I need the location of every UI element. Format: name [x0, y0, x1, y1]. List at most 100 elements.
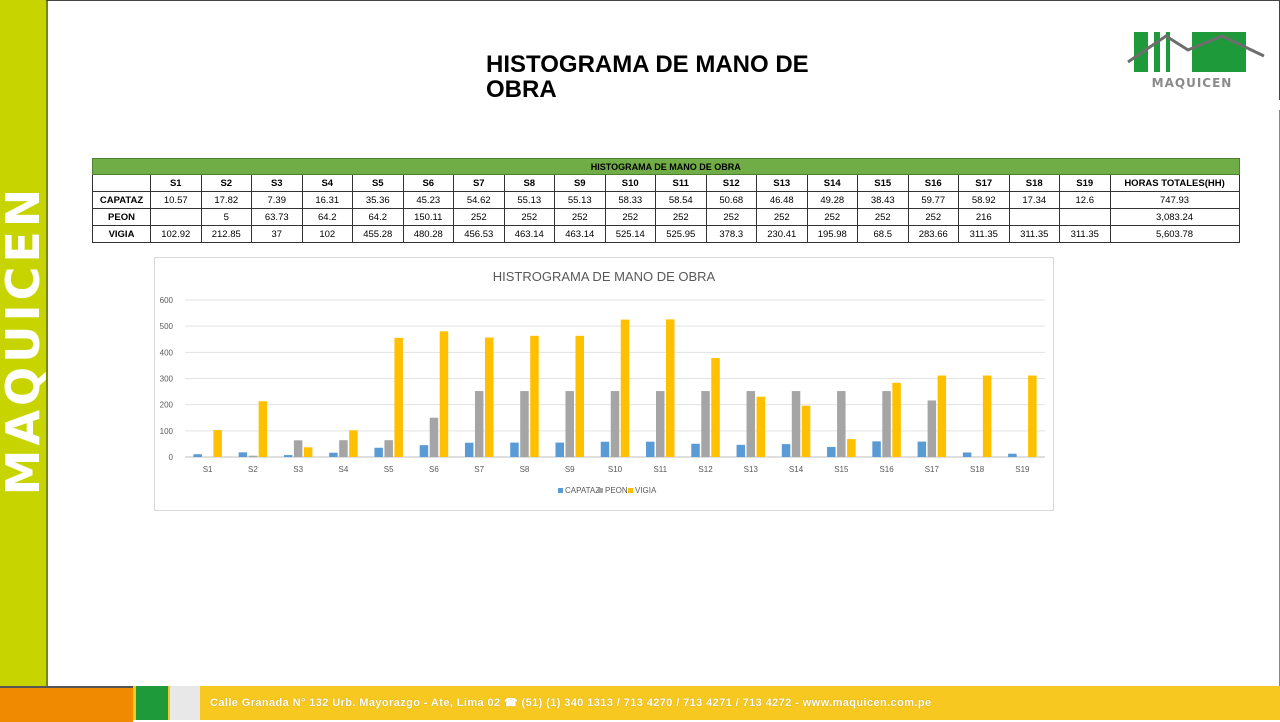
- table-cell: 252: [705, 208, 757, 226]
- y-tick-label: 500: [160, 322, 174, 331]
- table-cell: 10.57: [150, 191, 202, 209]
- labor-table: HISTOGRAMA DE MANO DE OBRA S1 S2 S3 S4 S5 S6 S7…: [92, 158, 1240, 243]
- table-cell: 252: [655, 208, 707, 226]
- table-cell: 58.33: [604, 191, 656, 209]
- bar-vigia-s14: [801, 405, 811, 457]
- y-tick-label: 300: [160, 375, 174, 384]
- table-cell: 49.28: [806, 191, 858, 209]
- x-tick-label: S1: [203, 465, 213, 474]
- table-cell: 12.6: [1059, 191, 1111, 209]
- table-row: PEON 5 63.73 64.2 64.2 150.11 252 252 252 252 252 2…: [92, 208, 1240, 226]
- chart-x-labels: S1 S2 S3 S4 S5 S6 S7 S8 S9 S10 S11 S12 S13 S14 S15 S16 S…: [203, 465, 1030, 474]
- labor-chart: HISTROGRAMA DE MANO DE OBRA 0 100 200 300 40…: [154, 257, 1054, 511]
- bar-capataz-s7: [464, 442, 474, 457]
- table-cell: 456.53: [453, 225, 505, 243]
- x-tick-label: S2: [248, 465, 258, 474]
- table-cell: 59.77: [907, 191, 959, 209]
- table-header-cell: HORAS TOTALES(HH): [1109, 174, 1240, 192]
- bar-capataz-s16: [872, 441, 881, 457]
- bar-vigia-s17: [937, 375, 947, 457]
- bar-capataz-s14: [781, 444, 791, 457]
- footer-gray-block: [170, 686, 200, 720]
- table-cell: 63.73: [251, 208, 303, 226]
- footer-green-block: [136, 686, 168, 720]
- footer-address: Calle Granada N° 132 Urb. Mayorazgo - At…: [210, 697, 932, 709]
- table-cell: 252: [806, 208, 858, 226]
- table-row: VIGIA 102.92 212.85 37 102 455.28 480.28 456.53…: [92, 225, 1240, 243]
- table-cell: [1008, 208, 1060, 226]
- maquicen-logo: [1127, 32, 1265, 72]
- bar-peon-s12: [701, 391, 710, 457]
- bar-vigia-s16: [892, 382, 901, 457]
- table-banner: HISTOGRAMA DE MANO DE OBRA: [92, 158, 1240, 175]
- x-tick-label: S8: [520, 465, 530, 474]
- table-header-cell: S15: [857, 174, 909, 192]
- table-header-cell: S14: [806, 174, 858, 192]
- table-cell: 55.13: [503, 191, 555, 209]
- table-header-cell: S17: [958, 174, 1010, 192]
- y-tick-label: 200: [160, 401, 174, 410]
- table-cell: 525.95: [655, 225, 707, 243]
- table-row-label: CAPATAZ: [92, 191, 151, 209]
- x-tick-label: S6: [429, 465, 439, 474]
- table-cell: 46.48: [756, 191, 808, 209]
- bar-capataz-s11: [646, 441, 655, 457]
- bar-capataz-s5: [374, 447, 383, 457]
- table-cell: 747.93: [1109, 191, 1240, 209]
- table-cell: 38.43: [857, 191, 909, 209]
- bar-capataz-s10: [600, 441, 610, 457]
- bar-peon-s4: [339, 440, 348, 457]
- table-cell: 5: [200, 208, 252, 226]
- table-cell: 252: [907, 208, 959, 226]
- table-cell: 50.68: [705, 191, 757, 209]
- table-header-cell: S8: [503, 174, 555, 192]
- table-cell: 463.14: [554, 225, 606, 243]
- table-cell: 252: [554, 208, 606, 226]
- x-tick-label: S9: [565, 465, 575, 474]
- table-cell: [1059, 208, 1111, 226]
- table-header-cell: S10: [604, 174, 656, 192]
- x-tick-label: S19: [1015, 465, 1030, 474]
- table-cell: 102.92: [150, 225, 202, 243]
- table-header-cell: S1: [150, 174, 202, 192]
- bar-capataz-s1: [193, 454, 202, 457]
- table-cell: 45.23: [402, 191, 454, 209]
- legend-swatch: [558, 488, 563, 493]
- bar-vigia-s4: [349, 430, 358, 457]
- legend-swatch: [598, 488, 603, 493]
- table-cell: 64.2: [301, 208, 353, 226]
- x-tick-label: S5: [384, 465, 394, 474]
- table-header-row: S1 S2 S3 S4 S5 S6 S7 S8 S9 S10 S11 S12 S13 S14 S15 S16 S…: [92, 174, 1240, 192]
- x-tick-label: S3: [293, 465, 303, 474]
- table-cell: 3,083.24: [1109, 208, 1240, 226]
- table-cell: 525.14: [604, 225, 656, 243]
- table-cell: 35.36: [352, 191, 404, 209]
- bar-capataz-s6: [419, 445, 429, 457]
- table-cell: 252: [857, 208, 909, 226]
- table-row: CAPATAZ 10.57 17.82 7.39 16.31 35.36 45.23 54.6…: [92, 191, 1240, 209]
- side-brand-text: MAQUICEN: [0, 184, 50, 496]
- bar-vigia-s3: [303, 447, 313, 457]
- chart-bars: [193, 319, 1037, 457]
- bar-vigia-s13: [756, 396, 766, 457]
- x-tick-label: S17: [925, 465, 940, 474]
- bar-vigia-s5: [394, 337, 403, 457]
- table-header-cell: S7: [453, 174, 505, 192]
- legend-label: VIGIA: [635, 486, 657, 495]
- bar-capataz-s17: [917, 441, 927, 457]
- x-tick-label: S16: [879, 465, 894, 474]
- bar-vigia-s1: [213, 430, 222, 457]
- table-banner-row: HISTOGRAMA DE MANO DE OBRA: [92, 158, 1240, 175]
- logo-roof-line: [1127, 34, 1265, 64]
- table-cell: 68.5: [857, 225, 909, 243]
- x-tick-label: S10: [608, 465, 623, 474]
- x-tick-label: S13: [744, 465, 759, 474]
- table-cell: 378.3: [705, 225, 757, 243]
- table-header-cell: S2: [200, 174, 252, 192]
- x-tick-label: S11: [653, 465, 667, 474]
- table-header-cell: S11: [655, 174, 707, 192]
- bar-peon-s3: [293, 440, 303, 457]
- bar-capataz-s9: [555, 442, 564, 457]
- y-tick-label: 600: [160, 296, 174, 305]
- table-cell: 252: [756, 208, 808, 226]
